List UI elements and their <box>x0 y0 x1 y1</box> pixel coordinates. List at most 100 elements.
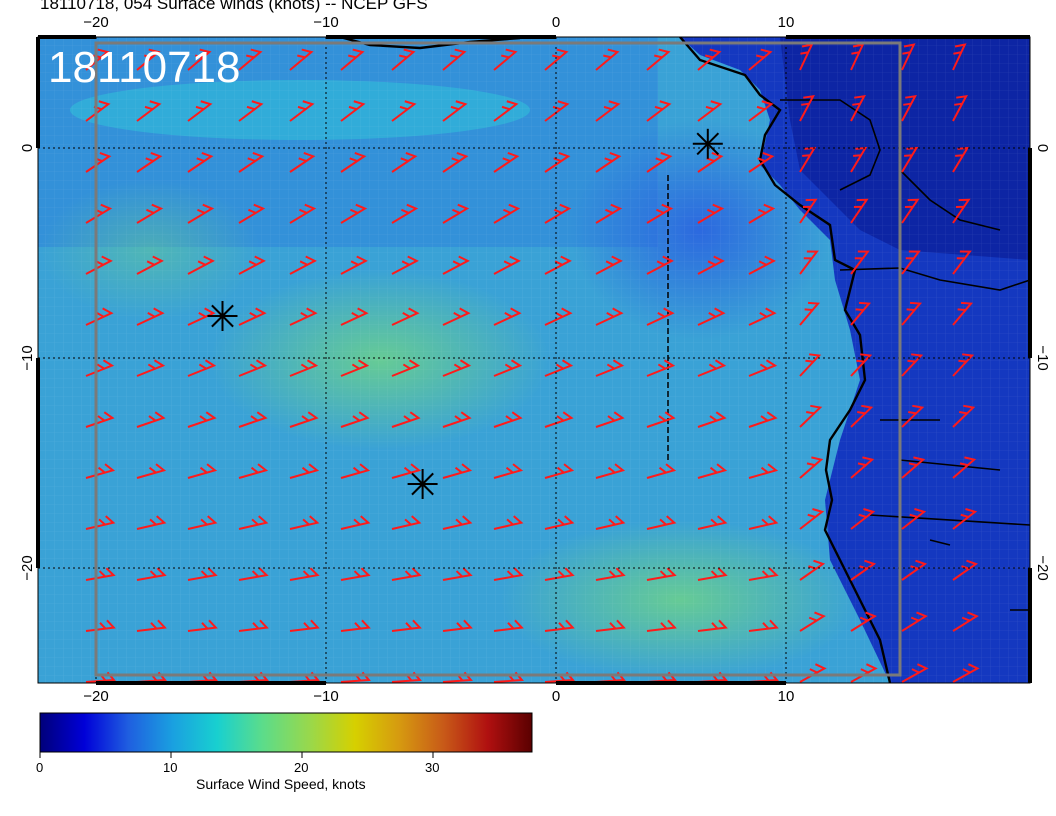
bottom-tick-label: 10 <box>778 688 795 705</box>
colorbar-tick-label: 20 <box>294 760 309 775</box>
wind-barb <box>799 95 815 122</box>
colorbar-tick-label: 10 <box>163 760 178 775</box>
wind-barb <box>697 619 728 632</box>
wind-barb <box>952 353 975 377</box>
wind-barb <box>187 151 214 173</box>
wind-barb <box>850 559 877 581</box>
wind-barb <box>697 463 728 479</box>
wind-barb <box>187 100 213 122</box>
wind-barb <box>391 100 417 122</box>
wind-barb <box>340 151 367 173</box>
wind-barb <box>442 48 467 71</box>
wind-barb <box>595 359 625 377</box>
wind-barb <box>340 255 368 275</box>
wind-barb <box>646 463 677 479</box>
top-tick-label: −20 <box>83 14 108 31</box>
wind-barb <box>442 619 473 632</box>
wind-barb <box>901 404 925 428</box>
wind-barb <box>289 515 320 530</box>
wind-barb <box>544 515 575 530</box>
wind-barb <box>340 203 368 224</box>
wind-barb <box>901 198 920 224</box>
lat-lon-grid <box>38 37 1030 683</box>
right-tick-label: −10 <box>1034 345 1051 370</box>
wind-barb <box>952 611 979 632</box>
wind-barb <box>850 404 874 428</box>
wind-barb <box>952 404 976 428</box>
wind-barb <box>697 515 728 530</box>
wind-barb <box>646 151 673 173</box>
wind-barb <box>238 100 264 122</box>
wind-barb <box>238 411 268 428</box>
wind-barb <box>187 307 216 326</box>
wind-barb <box>238 48 263 71</box>
wind-barb <box>850 250 870 275</box>
wind-barb <box>340 411 370 428</box>
wind-barb <box>238 151 265 173</box>
wind-barb <box>901 301 923 326</box>
wind-barb <box>595 307 624 326</box>
axis-labels: −20 −10 0 10 −20 −10 0 10 0 −10 −20 0 −1… <box>19 14 1051 705</box>
wind-barb <box>901 250 921 275</box>
wind-barb <box>442 203 470 224</box>
tick-bar-left-1 <box>36 37 40 148</box>
wind-barb <box>493 203 521 224</box>
wind-barb <box>595 567 626 581</box>
wind-barb <box>289 151 316 173</box>
wind-barb <box>187 515 218 530</box>
wind-barb <box>136 359 166 377</box>
wind-barb <box>697 359 727 377</box>
wind-barb <box>901 663 929 683</box>
wind-barb <box>391 203 419 224</box>
wind-barb <box>544 203 572 224</box>
colorbar <box>39 712 533 753</box>
wind-barb <box>442 567 473 581</box>
wind-barb <box>493 411 523 428</box>
wind-barb <box>697 411 727 428</box>
wind-barb <box>697 567 728 581</box>
wind-barb <box>901 508 927 530</box>
wind-barb <box>289 619 320 632</box>
storm-markers <box>207 128 723 499</box>
wind-barb <box>238 203 266 224</box>
subdomain-box <box>94 41 902 677</box>
wind-barb <box>187 359 217 377</box>
wind-barb <box>187 48 212 71</box>
wind-barb <box>952 250 972 275</box>
wind-barb <box>289 359 319 377</box>
wind-barb <box>391 307 420 326</box>
axis-tick-bars <box>36 35 1032 685</box>
colorbar-title: Surface Wind Speed, knots <box>196 776 366 792</box>
wind-barb <box>187 411 217 428</box>
wind-barb <box>850 611 877 632</box>
wind-barb <box>391 359 421 377</box>
wind-barb <box>595 48 620 71</box>
wind-barb <box>238 463 269 479</box>
wind-barb <box>901 146 919 173</box>
right-tick-label: 0 <box>1034 144 1051 152</box>
wind-barb <box>697 100 723 122</box>
wind-barb <box>901 43 916 71</box>
wind-barb <box>187 567 218 581</box>
tick-bar-right-2 <box>1028 568 1032 683</box>
bottom-tick-label: −20 <box>83 688 108 705</box>
wind-barb <box>391 463 422 479</box>
wind-barb <box>799 456 824 479</box>
wind-barb <box>340 48 365 71</box>
wind-barb <box>136 100 162 122</box>
wind-barb <box>850 456 875 479</box>
wind-barb <box>391 48 416 71</box>
wind-barb <box>901 353 924 377</box>
wind-barb <box>544 255 572 275</box>
wind-barbs <box>85 43 980 683</box>
tick-bar-right-1 <box>1028 148 1032 358</box>
wind-barb <box>799 353 822 377</box>
wind-barb <box>697 307 726 326</box>
wind-barb <box>289 463 320 479</box>
wind-barb <box>850 146 868 173</box>
wind-barb <box>442 411 472 428</box>
wind-barb <box>442 307 471 326</box>
wind-barb <box>493 307 522 326</box>
right-tick-label: −20 <box>1034 555 1051 580</box>
wind-barb <box>595 255 623 275</box>
